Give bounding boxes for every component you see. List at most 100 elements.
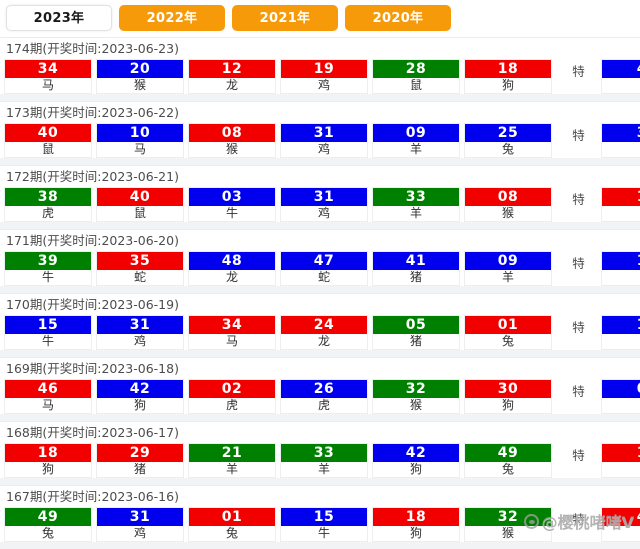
ball-number: 15 bbox=[5, 316, 91, 334]
ball-zodiac: 羊 bbox=[465, 270, 551, 285]
ball-cell: 03 牛 bbox=[188, 187, 276, 222]
ball-cell: 26 虎 bbox=[280, 379, 368, 414]
ball-cell: 49 兔 bbox=[464, 443, 552, 478]
special-ball-number: 36 bbox=[602, 124, 640, 142]
ball-cell: 33 羊 bbox=[280, 443, 368, 478]
ball-cell: 15 牛 bbox=[280, 507, 368, 542]
ball-number: 40 bbox=[97, 188, 183, 206]
draw-header: 171期(开奖时间:2023-06-20) bbox=[0, 229, 640, 251]
ball-zodiac: 龙 bbox=[189, 78, 275, 93]
ball-zodiac: 猪 bbox=[373, 270, 459, 285]
ball-zodiac: 鸡 bbox=[281, 78, 367, 93]
special-marker: 特 bbox=[572, 64, 585, 79]
ball-zodiac: 羊 bbox=[189, 462, 275, 477]
ball-cell: 49 兔 bbox=[4, 507, 92, 542]
ball-zodiac: 龙 bbox=[281, 334, 367, 349]
special-ball-cell: 10马 bbox=[601, 251, 640, 286]
ball-cell: 05 猪 bbox=[372, 315, 460, 350]
year-tab-2021[interactable]: 2021年 bbox=[232, 5, 338, 31]
ball-number: 35 bbox=[97, 252, 183, 270]
ball-zodiac: 狗 bbox=[97, 398, 183, 413]
ball-zodiac: 马 bbox=[97, 142, 183, 157]
special-ball-zodiac: 龙 bbox=[602, 142, 640, 157]
ball-zodiac: 鼠 bbox=[97, 206, 183, 221]
ball-cell: 39 牛 bbox=[4, 251, 92, 286]
ball-number: 18 bbox=[373, 508, 459, 526]
ball-cell: 41 猪 bbox=[372, 251, 460, 286]
ball-zodiac: 蛇 bbox=[281, 270, 367, 285]
ball-cell: 18 狗 bbox=[4, 443, 92, 478]
ball-cell: 01 兔 bbox=[188, 507, 276, 542]
year-tab-2020[interactable]: 2020年 bbox=[345, 5, 451, 31]
ball-zodiac: 鸡 bbox=[281, 206, 367, 221]
ball-number: 29 bbox=[97, 444, 183, 462]
special-ball-zodiac: 龙 bbox=[602, 462, 640, 477]
ball-number: 49 bbox=[465, 444, 551, 462]
ball-row: 38虎40鼠03牛31鸡33羊08猴特12龙 bbox=[0, 187, 640, 222]
ball-cell: 01 兔 bbox=[464, 315, 552, 350]
ball-number: 10 bbox=[97, 124, 183, 142]
ball-zodiac: 牛 bbox=[281, 526, 367, 541]
draw-header: 169期(开奖时间:2023-06-18) bbox=[0, 357, 640, 379]
ball-number: 42 bbox=[97, 380, 183, 398]
draw-header: 170期(开奖时间:2023-06-19) bbox=[0, 293, 640, 315]
ball-number: 09 bbox=[465, 252, 551, 270]
ball-cell: 33 羊 bbox=[372, 187, 460, 222]
special-marker: 特 bbox=[572, 384, 585, 399]
ball-zodiac: 狗 bbox=[373, 462, 459, 477]
draw-block: 174期(开奖时间:2023-06-23) 34 马 20 猴 12 龙 19 鸡 28 鼠 18 狗特… bbox=[0, 37, 640, 94]
ball-zodiac: 兔 bbox=[465, 462, 551, 477]
ball-zodiac: 兔 bbox=[5, 526, 91, 541]
ball-zodiac: 猴 bbox=[373, 398, 459, 413]
ball-number: 46 bbox=[5, 380, 91, 398]
special-ball-zodiac: 龙 bbox=[602, 206, 640, 221]
ball-cell: 24 龙 bbox=[280, 315, 368, 350]
ball-cell: 30 狗 bbox=[464, 379, 552, 414]
ball-zodiac: 虎 bbox=[189, 398, 275, 413]
ball-cell: 42 狗 bbox=[96, 379, 184, 414]
ball-zodiac: 马 bbox=[189, 334, 275, 349]
draw-header: 167期(开奖时间:2023-06-16) bbox=[0, 485, 640, 507]
year-tab-2022[interactable]: 2022年 bbox=[119, 5, 225, 31]
ball-cell: 35 蛇 bbox=[96, 251, 184, 286]
special-marker: 特 bbox=[572, 448, 585, 463]
ball-cell: 29 猪 bbox=[96, 443, 184, 478]
year-tab-2023[interactable]: 2023年 bbox=[6, 5, 112, 31]
ball-zodiac: 虎 bbox=[5, 206, 91, 221]
ball-cell: 09 羊 bbox=[372, 123, 460, 158]
ball-zodiac: 猴 bbox=[465, 526, 551, 541]
row-separator bbox=[0, 94, 640, 101]
ball-number: 24 bbox=[281, 316, 367, 334]
ball-number: 32 bbox=[465, 508, 551, 526]
ball-number: 19 bbox=[281, 60, 367, 78]
ball-zodiac: 牛 bbox=[5, 334, 91, 349]
ball-number: 18 bbox=[5, 444, 91, 462]
draw-header: 174期(开奖时间:2023-06-23) bbox=[0, 37, 640, 59]
ball-cell: 38 虎 bbox=[4, 187, 92, 222]
ball-cell: 10 马 bbox=[96, 123, 184, 158]
ball-row: 34马20猴12龙19鸡28鼠18狗特41猪 bbox=[0, 59, 640, 94]
ball-number: 47 bbox=[281, 252, 367, 270]
ball-number: 01 bbox=[189, 508, 275, 526]
year-tab-bar: 2023年 2022年 2021年 2020年 bbox=[0, 0, 640, 37]
ball-number: 03 bbox=[189, 188, 275, 206]
special-ball-number: 12 bbox=[602, 188, 640, 206]
ball-cell: 32 猴 bbox=[372, 379, 460, 414]
ball-number: 34 bbox=[189, 316, 275, 334]
row-separator bbox=[0, 158, 640, 165]
draw-block: 169期(开奖时间:2023-06-18) 46 马 42 狗 02 虎 26 虎 32 猴 30 狗特… bbox=[0, 357, 640, 414]
special-ball-zodiac: 猪 bbox=[602, 78, 640, 93]
ball-number: 12 bbox=[189, 60, 275, 78]
ball-zodiac: 兔 bbox=[189, 526, 275, 541]
ball-cell: 34 马 bbox=[188, 315, 276, 350]
special-marker: 特 bbox=[572, 256, 585, 271]
ball-number: 28 bbox=[373, 60, 459, 78]
special-ball-number: 10 bbox=[602, 316, 640, 334]
ball-number: 42 bbox=[373, 444, 459, 462]
special-marker: 特 bbox=[572, 192, 585, 207]
ball-row: 46马42狗02虎26虎32猴30狗特04鼠 bbox=[0, 379, 640, 414]
ball-zodiac: 羊 bbox=[373, 206, 459, 221]
ball-number: 40 bbox=[5, 124, 91, 142]
ball-number: 33 bbox=[373, 188, 459, 206]
ball-cell: 34 马 bbox=[4, 59, 92, 94]
